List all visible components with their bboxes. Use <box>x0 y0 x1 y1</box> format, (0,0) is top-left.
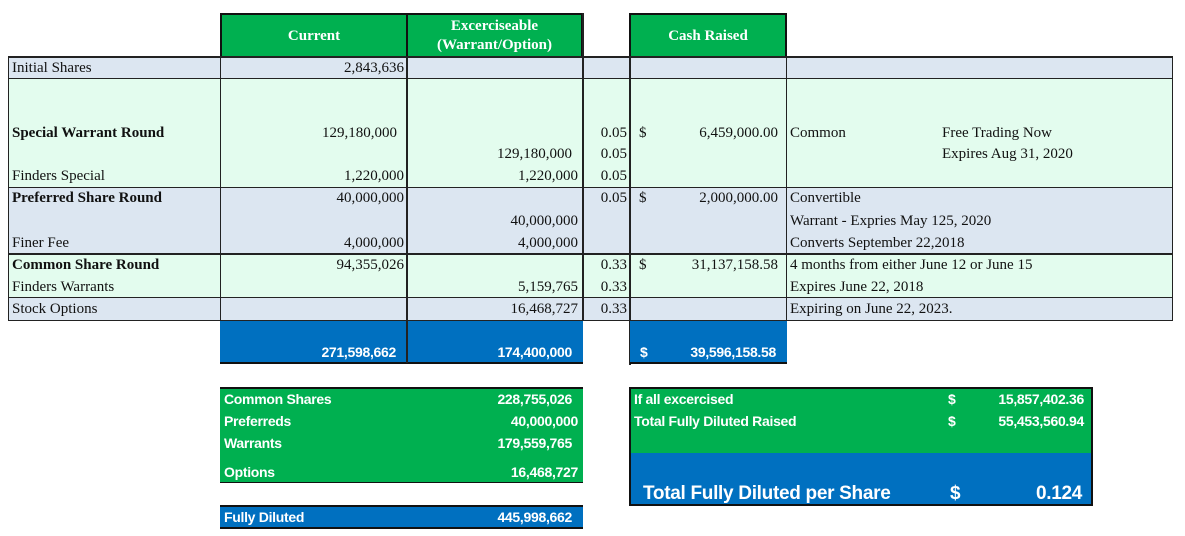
cash-value: 31,137,158.58 <box>691 257 778 273</box>
summary-label: Options <box>224 464 275 480</box>
cash-value: 6,459,000.00 <box>699 125 778 141</box>
summary-label: Common Shares <box>224 391 332 407</box>
row-band <box>8 57 1173 79</box>
row-band <box>8 79 1173 188</box>
current-value: 94,355,026 <box>336 257 405 273</box>
price-value: 0.05 <box>600 146 627 162</box>
exercisable-value: 4,000,000 <box>518 235 578 251</box>
price-value: 0.05 <box>600 168 627 184</box>
header-cash-raised: Cash Raised <box>629 13 787 57</box>
price-value: 0.05 <box>600 190 627 206</box>
current-value: 2,843,636 <box>344 60 404 76</box>
note: Expiring on June 22, 2023. <box>790 301 953 317</box>
grid-line <box>8 56 1173 58</box>
row-label: Preferred Share Round <box>12 190 162 206</box>
current-value: 40,000,000 <box>336 190 405 206</box>
total-exercisable: 174,400,000 <box>497 344 572 360</box>
currency-symbol: $ <box>639 190 647 206</box>
currency-symbol: $ <box>639 257 647 273</box>
exercisable-value: 129,180,000 <box>497 146 572 162</box>
totals-band <box>220 321 583 364</box>
grid-line <box>406 57 408 321</box>
note: Expires June 22, 2018 <box>790 279 924 295</box>
header-current-label: Current <box>287 27 341 44</box>
note: Common <box>790 125 846 141</box>
price-value: 0.33 <box>600 279 627 295</box>
row-label: Finders Warrants <box>12 279 115 295</box>
grid-line <box>8 57 9 321</box>
row-label: Common Share Round <box>12 257 160 273</box>
currency-symbol: $ <box>639 125 647 141</box>
shares-summary <box>220 387 583 483</box>
summary-label: Preferreds <box>224 413 292 429</box>
summary-label: Warrants <box>224 435 282 451</box>
row-label: Finders Special <box>12 168 105 184</box>
total-raised-label: Total Fully Diluted Raised <box>634 413 797 429</box>
exercised-value: 15,857,402.36 <box>998 391 1084 407</box>
total-cash-band <box>630 321 787 364</box>
row-band <box>8 188 1173 254</box>
summary-value: 40,000,000 <box>510 413 578 429</box>
note: Warrant - Expries May 125, 2020 <box>790 213 992 229</box>
grid-line <box>582 13 584 321</box>
summary-value: 228,755,026 <box>497 391 572 407</box>
fully-diluted-value: 445,998,662 <box>497 509 572 525</box>
price-value: 0.33 <box>600 257 627 273</box>
grid-line <box>8 78 1173 79</box>
currency-symbol: $ <box>640 344 648 360</box>
row-label: Stock Options <box>12 301 98 317</box>
exercised-label: If all excercised <box>634 391 734 407</box>
note: Free Trading Now <box>942 125 1053 141</box>
header-exercisable-line1: Excerciseable <box>450 18 539 34</box>
per-share-band <box>629 453 1093 506</box>
currency-symbol: $ <box>948 413 956 429</box>
exercisable-value: 16,468,727 <box>510 301 579 317</box>
row-band <box>8 254 1173 298</box>
note: Expires Aug 31, 2020 <box>942 146 1073 162</box>
fully-diluted-band <box>220 505 583 529</box>
price-value: 0.33 <box>600 301 627 317</box>
grid-line <box>786 57 787 321</box>
grid-line <box>220 57 221 321</box>
grid-line <box>629 57 631 365</box>
row-label: Special Warrant Round <box>12 125 165 141</box>
note: Converts September 22,2018 <box>790 235 965 251</box>
row-label: Finer Fee <box>12 235 70 251</box>
row-band <box>8 298 1173 320</box>
total-raised-value: 55,453,560.94 <box>998 413 1084 429</box>
header-exercisable-line2: (Warrant/Option) <box>437 37 552 53</box>
current-value: 1,220,000 <box>344 168 404 184</box>
grid-line <box>8 253 1173 255</box>
note: 4 months from either June 12 or June 15 <box>790 257 1033 273</box>
currency-symbol: $ <box>950 483 961 504</box>
grid-line <box>8 297 1173 298</box>
exercisable-value: 40,000,000 <box>510 213 579 229</box>
header-current: Current <box>220 13 408 57</box>
row-label: Initial Shares <box>12 60 92 76</box>
fully-diluted-label: Fully Diluted <box>224 509 305 525</box>
per-share-value: 0.124 <box>1035 483 1082 504</box>
header-cash-label: Cash Raised <box>668 27 748 44</box>
grid-line <box>8 320 1173 321</box>
exercisable-value: 5,159,765 <box>518 279 578 295</box>
exercisable-value: 1,220,000 <box>518 168 578 184</box>
price-value: 0.05 <box>600 125 627 141</box>
header-exercisable: Excerciseable (Warrant/Option) <box>406 13 583 57</box>
raised-summary <box>629 387 1093 453</box>
total-current: 271,598,662 <box>321 344 396 360</box>
grid-line <box>8 187 1173 188</box>
grid-line <box>1172 57 1173 321</box>
total-cash: 39,596,158.58 <box>690 344 776 360</box>
grid-line <box>406 321 408 363</box>
cash-value: 2,000,000.00 <box>699 190 778 206</box>
currency-symbol: $ <box>948 391 956 407</box>
summary-value: 179,559,765 <box>497 435 572 451</box>
note: Convertible <box>790 190 861 206</box>
current-value: 129,180,000 <box>322 125 397 141</box>
current-value: 4,000,000 <box>344 235 404 251</box>
per-share-label: Total Fully Diluted per Share <box>643 483 891 504</box>
summary-value: 16,468,727 <box>510 464 578 480</box>
